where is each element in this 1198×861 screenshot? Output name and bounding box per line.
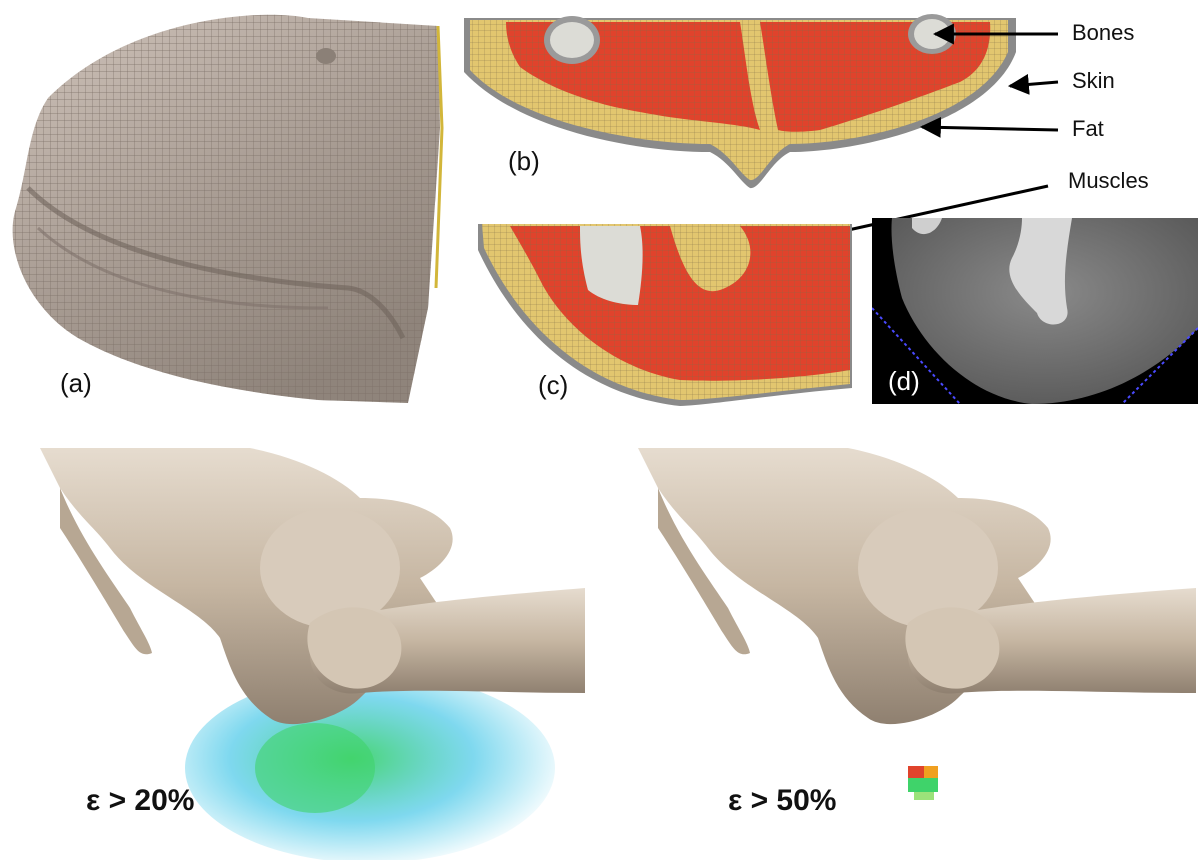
bone-model-strain-20: [40, 448, 600, 860]
strain-threshold-20: ε > 20%: [86, 784, 195, 817]
panel-c-cross-section: [470, 220, 854, 408]
panel-a-skin-mesh: [8, 8, 444, 408]
panel-c-label: (c): [538, 370, 569, 400]
callout-muscles: Muscles: [1068, 168, 1149, 193]
callout-skin: Skin: [1072, 68, 1115, 93]
panel-b-cross-section: [460, 12, 1020, 202]
panel-a-label: (a): [60, 368, 92, 398]
bone-model-strain-50: [638, 448, 1198, 860]
panel-d-label: (d): [888, 366, 920, 396]
panel-d-ct-image: [872, 218, 1198, 404]
callout-bones: Bones: [1072, 20, 1135, 45]
callout-fat: Fat: [1072, 116, 1104, 141]
strain-threshold-50: ε > 50%: [728, 784, 837, 817]
panel-b-label: (b): [508, 146, 540, 176]
